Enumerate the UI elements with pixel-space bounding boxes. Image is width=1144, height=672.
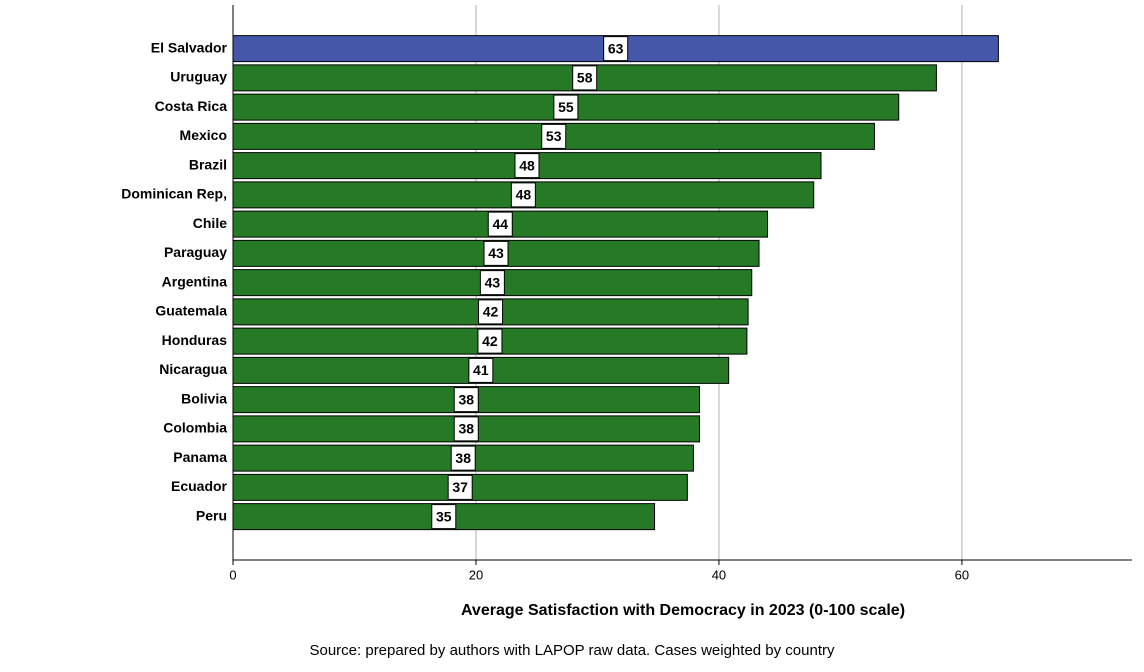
y-tick-label: Argentina — [162, 273, 228, 289]
value-label: 53 — [546, 128, 562, 144]
value-label-box — [453, 416, 479, 442]
y-tick-label: Uruguay — [170, 69, 227, 85]
value-label-box — [514, 153, 540, 179]
value-label-box — [450, 445, 476, 471]
y-tick-label: Brazil — [189, 156, 227, 172]
value-label: 58 — [577, 70, 593, 86]
value-label-box — [510, 182, 536, 208]
y-tick-label: Panama — [173, 449, 227, 465]
y-tick-label: Chile — [193, 215, 227, 231]
value-label: 38 — [458, 421, 474, 437]
source-note: Source: prepared by authors with LAPOP r… — [309, 642, 835, 659]
y-tick-label: Dominican Rep, — [121, 186, 227, 202]
value-label: 48 — [516, 187, 532, 203]
value-label-box — [453, 387, 479, 413]
value-label: 35 — [436, 508, 452, 524]
value-label-box — [572, 65, 598, 91]
y-tick-label: Honduras — [162, 332, 228, 348]
value-label-box — [487, 211, 513, 237]
value-label: 42 — [483, 304, 499, 320]
y-tick-label: Guatemala — [155, 303, 227, 319]
x-tick-label: 60 — [955, 567, 969, 582]
value-label-box — [478, 299, 504, 325]
y-tick-label: Costa Rica — [155, 98, 228, 114]
value-label: 44 — [492, 216, 508, 232]
y-tick-label: Bolivia — [181, 390, 227, 406]
y-tick-label: El Salvador — [151, 39, 228, 55]
value-label-box — [431, 504, 457, 530]
y-tick-label: Nicaragua — [159, 361, 227, 377]
x-axis-title: Average Satisfaction with Democracy in 2… — [461, 602, 905, 619]
value-label-box — [447, 474, 473, 500]
value-label-box — [603, 36, 629, 62]
value-label-box — [541, 123, 567, 149]
y-tick-label: Colombia — [163, 420, 227, 436]
value-label: 37 — [452, 479, 468, 495]
value-label: 38 — [458, 391, 474, 407]
value-label: 38 — [455, 450, 471, 466]
value-label: 55 — [558, 99, 574, 115]
value-label-box — [477, 328, 503, 354]
value-label-box — [468, 357, 494, 383]
y-tick-label: Peru — [196, 507, 227, 523]
value-label-box — [483, 240, 509, 266]
value-label: 48 — [519, 157, 535, 173]
value-label: 43 — [485, 274, 501, 290]
value-label: 43 — [488, 245, 504, 261]
x-tick-label: 20 — [469, 567, 483, 582]
y-tick-label: Ecuador — [171, 478, 228, 494]
y-tick-label: Mexico — [180, 127, 227, 143]
x-tick-label: 0 — [229, 567, 236, 582]
value-label: 42 — [482, 333, 498, 349]
value-label: 63 — [608, 40, 624, 56]
value-label: 41 — [473, 362, 489, 378]
value-label-box — [479, 270, 505, 296]
y-tick-label: Paraguay — [164, 244, 227, 260]
value-label-box — [553, 94, 579, 120]
x-tick-label: 40 — [712, 567, 726, 582]
